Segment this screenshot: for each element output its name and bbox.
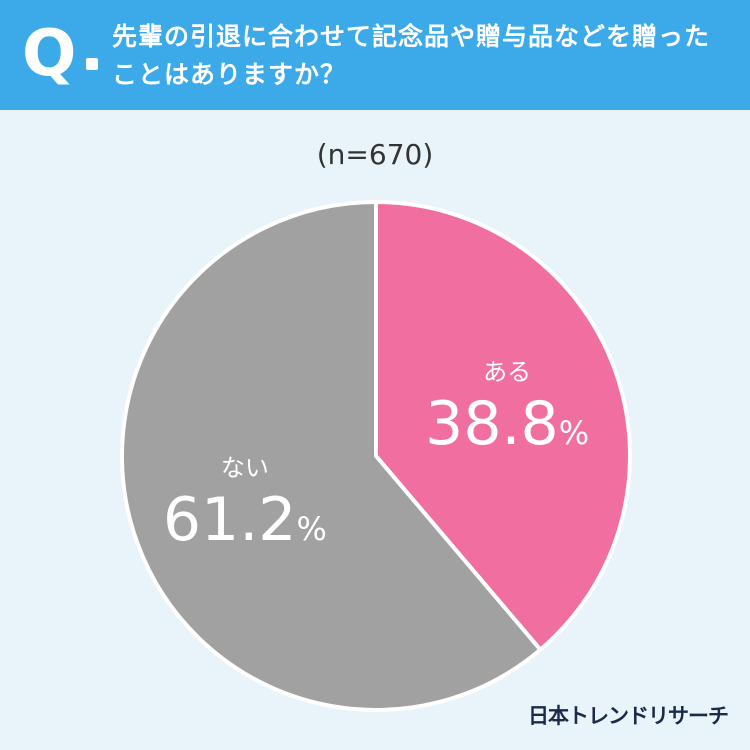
sample-size-label: (n=670) (316, 138, 434, 171)
q-mark: Q (22, 17, 77, 91)
pie-slice-no (120, 200, 543, 712)
pie-slice-yes (374, 200, 632, 652)
slice-value-yes: 38.8% (425, 389, 589, 459)
brand-logo: 日本トレンドリサーチ (528, 704, 729, 728)
q-dot (86, 58, 98, 70)
slice-value-no: 61.2% (163, 485, 327, 555)
slice-label-yes: ある (483, 358, 531, 386)
slice-label-no: ない (221, 454, 269, 482)
question-header: Q 先輩の引退に合わせて記念品や贈与品などを贈ったことはありますか？ (0, 0, 750, 110)
question-text: 先輩の引退に合わせて記念品や贈与品などを贈ったことはありますか？ (112, 22, 711, 89)
